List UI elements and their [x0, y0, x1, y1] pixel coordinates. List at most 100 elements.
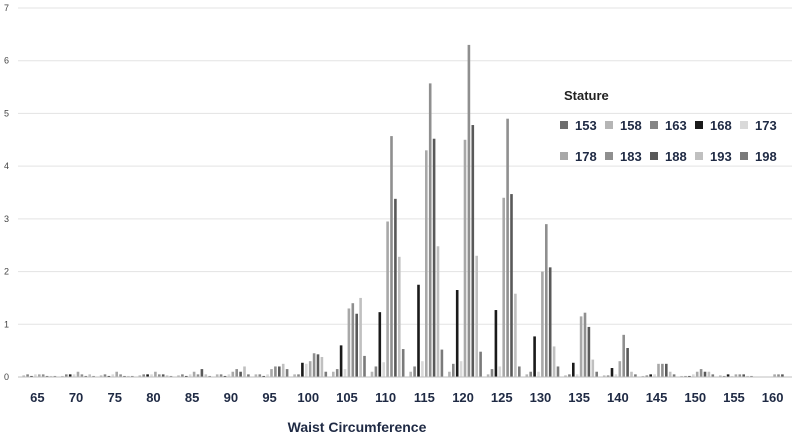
bar-178-85 [192, 371, 196, 377]
bar-193-115 [436, 246, 440, 377]
bar-168-155 [726, 374, 730, 377]
bar-158-65 [22, 375, 25, 377]
legend: Stature 153 158 163 168 173 178 183 188 193 198 [552, 88, 792, 178]
x-tick-label: 80 [146, 390, 160, 405]
bar-163-105 [335, 369, 339, 377]
bar-198-155 [750, 375, 753, 377]
bar-188-145 [665, 363, 668, 377]
bar-168-70 [68, 374, 72, 377]
bar-198-95 [285, 369, 289, 377]
bar-193-85 [204, 374, 208, 377]
y-tick-label: 4 [4, 161, 9, 171]
bar-173-75 [111, 374, 115, 377]
bar-178-75 [115, 371, 118, 377]
bar-188-150 [703, 371, 707, 377]
x-tick-label: 155 [723, 390, 745, 405]
legend-label: 153 [575, 117, 597, 133]
bar-158-90 [215, 374, 219, 377]
bar-158-70 [61, 375, 64, 377]
bar-168-140 [610, 368, 614, 377]
y-tick-label: 0 [4, 372, 9, 382]
bar-183-130 [545, 224, 548, 377]
bar-178-130 [541, 271, 544, 377]
bar-178-160 [773, 374, 776, 377]
bar-173-125 [498, 366, 502, 377]
legend-swatch [650, 152, 658, 160]
bar-183-100 [312, 353, 316, 377]
legend-item-193: 193 [695, 148, 732, 164]
bar-163-135 [568, 374, 571, 377]
bar-188-90 [239, 371, 242, 377]
bar-158-80 [138, 375, 142, 377]
y-tick-label: 5 [4, 108, 9, 118]
bar-198-150 [711, 374, 715, 377]
bar-178-95 [270, 369, 273, 377]
bar-188-155 [742, 374, 745, 377]
bar-168-85 [185, 375, 188, 377]
bar-188-80 [161, 374, 165, 377]
bar-193-65 [49, 375, 53, 377]
bar-158-105 [332, 371, 335, 377]
bar-163-95 [258, 374, 262, 377]
bar-158-75 [99, 375, 103, 377]
bar-173-140 [614, 374, 618, 377]
y-tick-label: 3 [4, 214, 9, 224]
bar-163-75 [103, 374, 107, 377]
bar-168-65 [30, 375, 33, 377]
bar-158-85 [177, 375, 180, 377]
bar-168-150 [688, 375, 691, 377]
bar-158-150 [680, 375, 683, 377]
bar-193-110 [398, 256, 401, 377]
bar-188-75 [123, 375, 126, 377]
bar-188-125 [510, 194, 513, 377]
bar-168-80 [146, 374, 149, 377]
bar-198-85 [208, 375, 211, 377]
bar-183-145 [661, 363, 664, 377]
bar-173-65 [34, 374, 37, 377]
bar-183-115 [428, 83, 432, 377]
x-tick-label: 100 [297, 390, 319, 405]
bar-183-70 [80, 374, 84, 377]
bar-178-115 [425, 150, 428, 377]
legend-label: 168 [710, 117, 732, 133]
legend-item-198: 198 [740, 148, 777, 164]
bar-168-100 [301, 362, 304, 377]
bar-198-70 [92, 375, 95, 377]
bar-178-145 [657, 363, 660, 377]
gridlines [18, 7, 792, 325]
bar-198-100 [324, 371, 328, 377]
bar-163-145 [645, 375, 649, 377]
bar-183-110 [390, 136, 393, 377]
bar-158-140 [602, 375, 606, 377]
legend-swatch [650, 121, 658, 129]
bar-198-90 [247, 374, 250, 377]
bar-158-110 [370, 371, 374, 377]
bar-198-75 [131, 375, 134, 377]
bar-158-155 [719, 375, 722, 377]
bar-163-115 [413, 366, 416, 377]
bar-188-95 [278, 366, 281, 377]
bar-183-90 [235, 369, 238, 377]
bar-168-75 [107, 375, 111, 377]
bar-198-135 [595, 371, 598, 377]
bar-178-155 [734, 374, 738, 377]
bar-173-70 [72, 374, 76, 377]
bar-158-95 [254, 374, 258, 377]
bar-173-150 [692, 374, 695, 377]
bar-183-160 [777, 374, 780, 377]
bar-168-95 [262, 375, 265, 377]
legend-item-153: 153 [560, 117, 597, 133]
bar-158-125 [486, 374, 490, 377]
bar-173-95 [266, 374, 269, 377]
bar-158-135 [564, 375, 567, 377]
bar-168-135 [572, 362, 575, 377]
legend-item-163: 163 [650, 117, 687, 133]
bar-168-120 [455, 290, 459, 377]
bar-183-85 [196, 374, 200, 377]
bar-188-85 [200, 369, 204, 377]
x-tick-label: 75 [108, 390, 122, 405]
bar-178-110 [386, 221, 389, 377]
bar-193-95 [281, 363, 285, 377]
bar-178-80 [154, 371, 157, 377]
bar-198-105 [363, 355, 366, 377]
